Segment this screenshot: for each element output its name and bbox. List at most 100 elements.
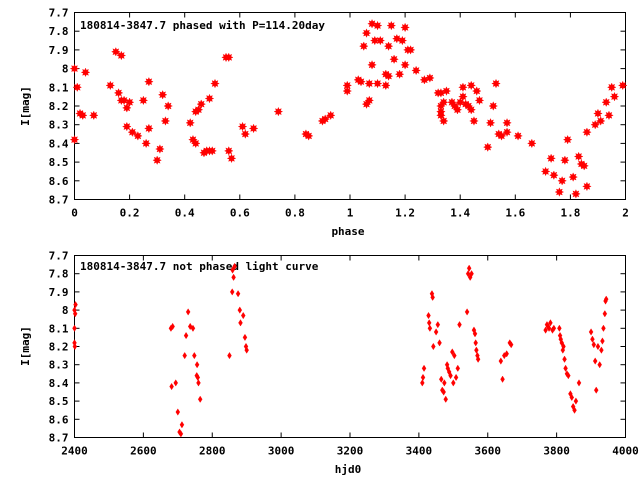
data-point [500,375,505,383]
data-point [450,348,455,356]
data-point [224,52,234,63]
data-point [182,352,187,360]
data-point [474,346,479,354]
data-point [599,346,604,354]
data-point [593,108,603,119]
data-point [433,328,439,336]
x-tick-label: 1.2 [395,207,415,220]
y-tick-label: 7.7 [49,7,69,20]
data-point [367,60,377,70]
data-point [320,114,330,124]
data-point [193,105,204,115]
y-tick-label: 8.3 [49,119,69,132]
data-points [72,262,609,438]
data-point [397,35,408,46]
data-points [69,19,628,199]
x-tick-label: 1.8 [560,207,580,220]
data-point [196,99,206,109]
data-point [244,346,249,354]
data-point [602,310,608,318]
data-point [160,116,171,126]
x-tick-label: 2400 [61,445,88,458]
x-tick-label: 2 [622,207,629,220]
y-tick-label: 7.8 [49,25,69,38]
data-point [185,308,191,316]
data-point [370,35,380,46]
data-point [557,176,567,186]
data-point [554,187,565,197]
data-point [155,144,165,154]
data-point [197,395,203,403]
data-point [69,63,80,74]
data-point [326,110,336,121]
data-point [196,379,201,387]
data-point [609,91,620,102]
x-axis-label: hjd0 [335,463,362,476]
data-point [170,322,175,331]
data-point [590,335,595,343]
data-point [442,379,447,387]
data-point [194,361,200,369]
data-point [430,293,435,301]
data-point [405,45,416,55]
data-point [173,379,178,387]
data-point [466,264,472,272]
y-tick-label: 8.5 [49,395,69,408]
data-point [356,76,366,87]
x-tick-label: 2800 [199,445,226,458]
data-point [89,110,99,121]
data-point [455,364,461,372]
data-point [141,138,151,149]
data-point [483,142,493,152]
data-point [157,90,168,100]
data-point [372,20,383,31]
data-point [436,110,446,121]
data-point [190,324,196,332]
data-point [427,324,433,332]
data-point [465,270,471,278]
x-tick-label: 0.8 [285,207,305,220]
data-point [508,341,514,349]
data-point [342,86,352,96]
data-point [78,110,88,121]
data-point [527,138,537,149]
data-point [473,339,478,347]
data-point [607,82,617,93]
x-tick-label: 3200 [337,445,364,458]
data-point [381,80,391,91]
data-point [400,60,410,70]
data-point [426,319,432,327]
data-point [192,352,197,360]
data-point [453,373,459,382]
x-tick-label: 2600 [130,445,157,458]
data-point [400,22,410,33]
data-point [152,155,162,165]
data-point [604,110,614,121]
data-point [576,379,582,387]
data-point [394,69,405,79]
data-point [560,346,566,354]
data-point [72,82,82,93]
data-point [204,93,215,104]
data-point [491,78,501,89]
data-point [238,319,243,327]
data-point [426,311,431,320]
data-point [138,95,149,106]
data-point [72,310,78,318]
data-point [458,91,468,102]
data-point [475,355,481,363]
data-point [169,382,174,391]
data-point [175,408,181,416]
data-point [113,88,124,98]
data-point [438,97,449,107]
data-point [464,308,470,316]
x-tick-label: 3400 [406,445,433,458]
x-tick-label: 1.6 [505,207,525,220]
data-point [571,189,581,199]
data-point [183,332,189,340]
data-point [551,324,557,332]
y-tick-label: 8.6 [49,175,69,188]
data-point [389,54,399,64]
data-point [593,386,599,394]
